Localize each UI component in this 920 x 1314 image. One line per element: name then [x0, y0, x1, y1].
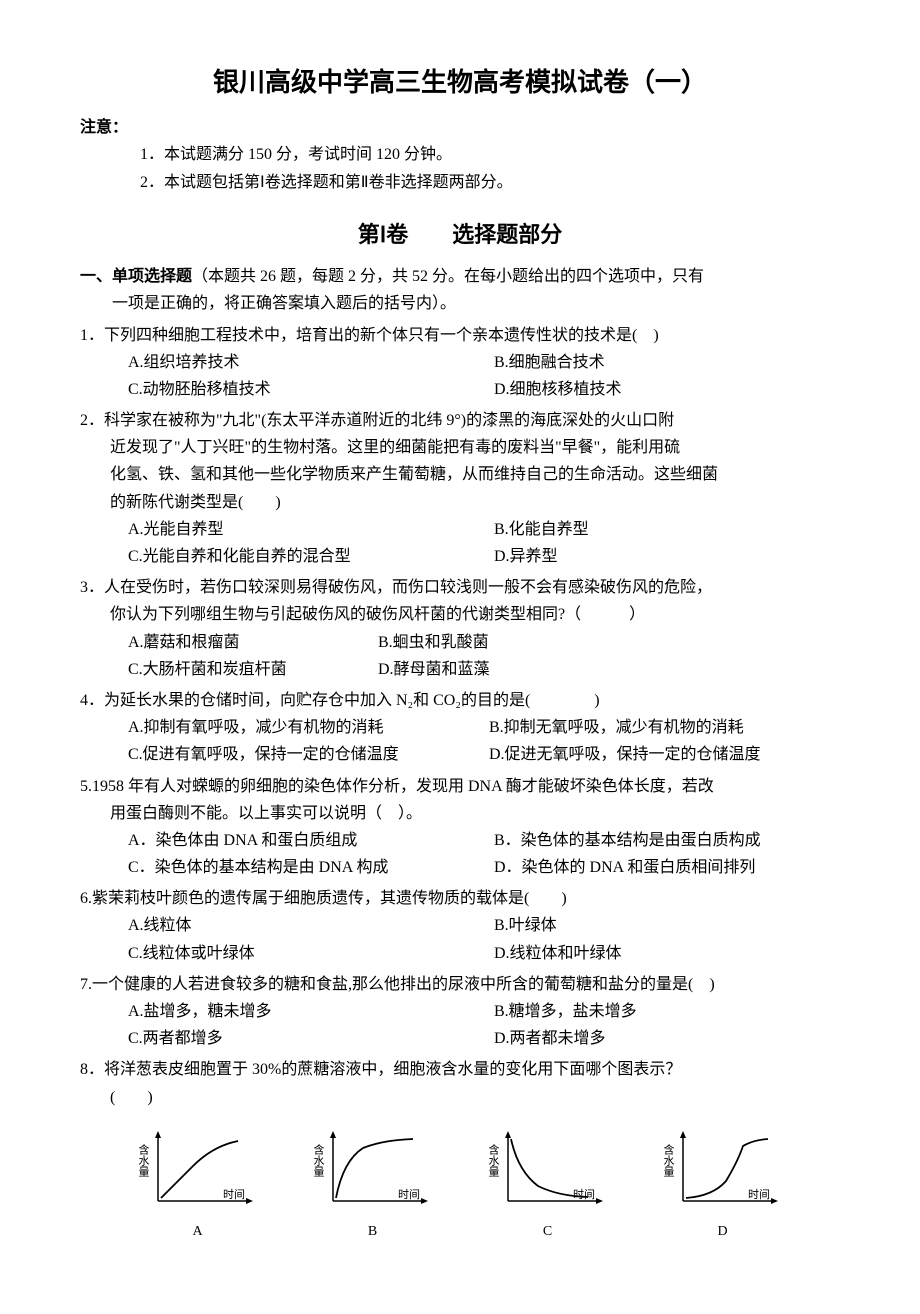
chart-c-xlabel: 时间 — [573, 1188, 595, 1201]
q4-option-a: A.抑制有氧呼吸，减少有机物的消耗 — [128, 714, 479, 741]
chart-c-svg: 含水量 时间 — [483, 1126, 613, 1216]
q6-option-d: D.线粒体和叶绿体 — [494, 940, 840, 967]
part-1-desc-inline: （本题共 26 题，每题 2 分，共 52 分。在每小题给出的四个选项中，只有 — [192, 268, 704, 285]
q2-line1: 2．科学家在被称为"九北"(东太平洋赤道附近的北纬 9°)的漆黑的海底深处的火山… — [80, 407, 840, 434]
question-2: 2．科学家在被称为"九北"(东太平洋赤道附近的北纬 9°)的漆黑的海底深处的火山… — [80, 407, 840, 570]
chart-c: 含水量 时间 C — [483, 1126, 613, 1244]
question-6: 6.紫茉莉枝叶颜色的遗传属于细胞质遗传，其遗传物质的载体是( ) A.线粒体 B… — [80, 885, 840, 967]
section-1-title: 第Ⅰ卷 选择题部分 — [80, 216, 840, 253]
q3-option-a: A.蘑菇和根瘤菌 — [128, 629, 368, 656]
chart-d-ylabel: 含水量 — [662, 1142, 675, 1176]
notice-section: 注意： 1．本试题满分 150 分，考试时间 120 分钟。 2．本试题包括第Ⅰ… — [80, 114, 840, 196]
chart-c-ylabel: 含水量 — [487, 1142, 500, 1176]
q4-option-b: B.抑制无氧呼吸，减少有机物的消耗 — [489, 714, 840, 741]
q2-line3: 化氢、铁、氢和其他一些化学物质来产生葡萄糖，从而维持自己的生命活动。这些细菌 — [80, 461, 840, 488]
q7-option-c: C.两者都增多 — [128, 1025, 474, 1052]
q8-line2: ( ) — [80, 1084, 840, 1111]
chart-d-svg: 含水量 时间 — [658, 1126, 788, 1216]
q8-charts: 含水量 时间 A 含水量 时间 B 含水量 时间 — [80, 1116, 840, 1254]
q7-option-d: D.两者都未增多 — [494, 1025, 840, 1052]
chart-b: 含水量 时间 B — [308, 1126, 438, 1244]
q3-line1: 3．人在受伤时，若伤口较深则易得破伤风，而伤口较浅则一般不会有感染破伤风的危险， — [80, 574, 840, 601]
chart-c-label: C — [543, 1220, 552, 1244]
q7-option-b: B.糖增多，盐未增多 — [494, 998, 840, 1025]
q6-text: 6.紫茉莉枝叶颜色的遗传属于细胞质遗传，其遗传物质的载体是( ) — [80, 885, 840, 912]
q3-option-c: C.大肠杆菌和炭疽杆菌 — [128, 656, 368, 683]
q6-option-b: B.叶绿体 — [494, 912, 840, 939]
question-7: 7.一个健康的人若进食较多的糖和食盐,那么他排出的尿液中所含的葡萄糖和盐分的量是… — [80, 971, 840, 1053]
notice-label: 注意： — [80, 119, 128, 136]
q2-line2: 近发现了"人丁兴旺"的生物村落。这里的细菌能把有毒的废料当"早餐"，能利用硫 — [80, 434, 840, 461]
q5-line1: 5.1958 年有人对蝾螈的卵细胞的染色体作分析，发现用 DNA 酶才能破坏染色… — [80, 773, 840, 800]
chart-a-ylabel: 含水量 — [137, 1142, 150, 1176]
q6-option-a: A.线粒体 — [128, 912, 474, 939]
chart-b-svg: 含水量 时间 — [308, 1126, 438, 1216]
q1-option-c: C.动物胚胎移植技术 — [128, 376, 474, 403]
q2-option-b: B.化能自养型 — [494, 516, 840, 543]
q3-line2: 你认为下列哪组生物与引起破伤风的破伤风杆菌的代谢类型相同?（ ） — [80, 601, 840, 628]
part-1-header: 一、单项选择题（本题共 26 题，每题 2 分，共 52 分。在每小题给出的四个… — [80, 263, 840, 317]
chart-b-ylabel: 含水量 — [312, 1142, 325, 1176]
chart-b-xlabel: 时间 — [398, 1188, 420, 1201]
q4-text: 4．为延长水果的仓储时间，向贮存仓中加入 N₂和 CO₂的目的是( ) — [80, 687, 840, 714]
chart-a-xlabel: 时间 — [223, 1188, 245, 1201]
question-4: 4．为延长水果的仓储时间，向贮存仓中加入 N₂和 CO₂的目的是( ) A.抑制… — [80, 687, 840, 769]
q4-option-c: C.促进有氧呼吸，保持一定的仓储温度 — [128, 741, 479, 768]
question-1: 1．下列四种细胞工程技术中，培育出的新个体只有一个亲本遗传性状的技术是( ) A… — [80, 322, 840, 404]
chart-a-label: A — [192, 1220, 202, 1244]
q4-option-d: D.促进无氧呼吸，保持一定的仓储温度 — [489, 741, 840, 768]
chart-d-label: D — [717, 1220, 727, 1244]
q5-option-a: A．染色体由 DNA 和蛋白质组成 — [128, 827, 474, 854]
q2-option-a: A.光能自养型 — [128, 516, 474, 543]
chart-a-svg: 含水量 时间 — [133, 1126, 263, 1216]
q5-line2: 用蛋白酶则不能。以上事实可以说明（ ）。 — [80, 800, 840, 827]
q2-option-d: D.异养型 — [494, 543, 840, 570]
part-1-desc-cont: 一项是正确的，将正确答案填入题后的括号内）。 — [80, 290, 840, 317]
question-8: 8．将洋葱表皮细胞置于 30%的蔗糖溶液中，细胞液含水量的变化用下面哪个图表示？… — [80, 1056, 840, 1110]
q1-option-d: D.细胞核移植技术 — [494, 376, 840, 403]
q5-option-b: B．染色体的基本结构是由蛋白质构成 — [494, 827, 840, 854]
q3-option-d: D.酵母菌和蓝藻 — [378, 656, 840, 683]
q2-line4: 的新陈代谢类型是( ) — [80, 489, 840, 516]
q1-option-a: A.组织培养技术 — [128, 349, 474, 376]
part-1-label: 一、单项选择题 — [80, 268, 192, 285]
chart-d-xlabel: 时间 — [748, 1188, 770, 1201]
q3-option-b: B.蛔虫和乳酸菌 — [378, 629, 840, 656]
exam-title: 银川高级中学高三生物高考模拟试卷（一） — [80, 60, 840, 104]
q6-option-c: C.线粒体或叶绿体 — [128, 940, 474, 967]
chart-b-label: B — [368, 1220, 377, 1244]
q1-text: 1．下列四种细胞工程技术中，培育出的新个体只有一个亲本遗传性状的技术是( ) — [80, 322, 840, 349]
q1-option-b: B.细胞融合技术 — [494, 349, 840, 376]
q7-text: 7.一个健康的人若进食较多的糖和食盐,那么他排出的尿液中所含的葡萄糖和盐分的量是… — [80, 971, 840, 998]
question-3: 3．人在受伤时，若伤口较深则易得破伤风，而伤口较浅则一般不会有感染破伤风的危险，… — [80, 574, 840, 683]
q8-line1: 8．将洋葱表皮细胞置于 30%的蔗糖溶液中，细胞液含水量的变化用下面哪个图表示？ — [80, 1056, 840, 1083]
question-5: 5.1958 年有人对蝾螈的卵细胞的染色体作分析，发现用 DNA 酶才能破坏染色… — [80, 773, 840, 882]
q2-option-c: C.光能自养和化能自养的混合型 — [128, 543, 474, 570]
q5-option-c: C．染色体的基本结构是由 DNA 构成 — [128, 854, 474, 881]
chart-a: 含水量 时间 A — [133, 1126, 263, 1244]
q7-option-a: A.盐增多，糖未增多 — [128, 998, 474, 1025]
notice-item-1: 1．本试题满分 150 分，考试时间 120 分钟。 — [80, 141, 840, 168]
q5-option-d: D．染色体的 DNA 和蛋白质相间排列 — [494, 854, 840, 881]
notice-item-2: 2．本试题包括第Ⅰ卷选择题和第Ⅱ卷非选择题两部分。 — [80, 169, 840, 196]
chart-d: 含水量 时间 D — [658, 1126, 788, 1244]
